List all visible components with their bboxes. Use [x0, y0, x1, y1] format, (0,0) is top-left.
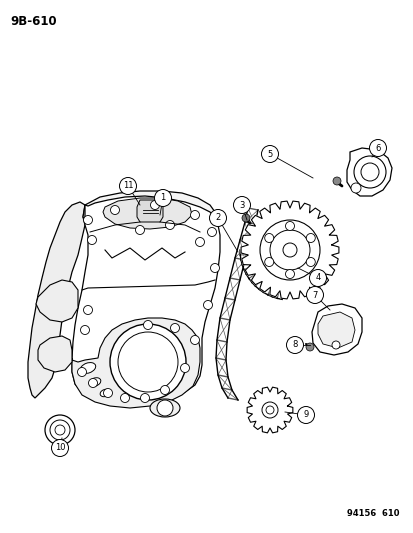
Circle shape	[360, 163, 378, 181]
Polygon shape	[247, 387, 292, 433]
Circle shape	[285, 222, 294, 230]
Circle shape	[286, 336, 303, 353]
Circle shape	[165, 221, 174, 230]
Text: 7: 7	[311, 290, 317, 300]
Circle shape	[264, 233, 273, 243]
Text: 3: 3	[239, 200, 244, 209]
Circle shape	[353, 156, 385, 188]
Circle shape	[77, 367, 86, 376]
Circle shape	[309, 270, 326, 287]
Circle shape	[103, 389, 112, 398]
Circle shape	[88, 378, 97, 387]
Circle shape	[369, 140, 386, 157]
Circle shape	[285, 270, 294, 279]
Text: 4: 4	[315, 273, 320, 282]
Ellipse shape	[150, 399, 180, 417]
Polygon shape	[72, 196, 219, 404]
Circle shape	[110, 324, 185, 400]
Circle shape	[261, 402, 277, 418]
Circle shape	[282, 243, 296, 257]
Circle shape	[259, 220, 319, 280]
Circle shape	[157, 400, 173, 416]
Circle shape	[87, 236, 96, 245]
Circle shape	[305, 343, 313, 351]
Circle shape	[190, 211, 199, 220]
Circle shape	[306, 233, 315, 243]
Circle shape	[45, 415, 75, 445]
Ellipse shape	[100, 389, 109, 397]
Polygon shape	[137, 200, 163, 222]
Text: 9B-610: 9B-610	[10, 15, 57, 28]
Circle shape	[242, 214, 249, 222]
Text: 9: 9	[303, 410, 308, 419]
Circle shape	[207, 228, 216, 237]
Circle shape	[180, 364, 189, 373]
Ellipse shape	[80, 362, 95, 374]
Circle shape	[120, 393, 129, 402]
Circle shape	[269, 230, 309, 270]
Polygon shape	[72, 318, 199, 408]
Polygon shape	[28, 202, 85, 398]
Circle shape	[110, 206, 119, 214]
Circle shape	[306, 287, 323, 303]
Text: 8: 8	[292, 341, 297, 350]
Circle shape	[154, 190, 171, 206]
Polygon shape	[311, 304, 361, 355]
Circle shape	[119, 177, 136, 195]
Text: 2: 2	[215, 214, 220, 222]
Text: 5: 5	[267, 149, 272, 158]
Circle shape	[143, 320, 152, 329]
Circle shape	[51, 440, 68, 456]
Circle shape	[209, 209, 226, 227]
Circle shape	[140, 393, 149, 402]
Circle shape	[135, 225, 144, 235]
Text: 94156  610: 94156 610	[347, 509, 399, 518]
Polygon shape	[240, 201, 338, 299]
Circle shape	[210, 263, 219, 272]
Circle shape	[118, 332, 178, 392]
Text: 1: 1	[160, 193, 165, 203]
Polygon shape	[38, 336, 72, 372]
Circle shape	[306, 257, 315, 266]
Circle shape	[195, 238, 204, 246]
Circle shape	[261, 146, 278, 163]
Circle shape	[160, 385, 169, 394]
Text: 6: 6	[375, 143, 380, 152]
Circle shape	[350, 183, 360, 193]
Circle shape	[190, 335, 199, 344]
Text: 11: 11	[122, 182, 133, 190]
Circle shape	[297, 407, 314, 424]
Polygon shape	[346, 148, 391, 196]
Circle shape	[150, 200, 159, 209]
Polygon shape	[317, 312, 354, 348]
Circle shape	[233, 197, 250, 214]
Circle shape	[170, 324, 179, 333]
Text: 10: 10	[55, 443, 65, 453]
Circle shape	[50, 420, 70, 440]
Circle shape	[80, 326, 89, 335]
Circle shape	[266, 406, 273, 414]
Circle shape	[83, 305, 92, 314]
Circle shape	[264, 257, 273, 266]
Circle shape	[332, 177, 340, 185]
Circle shape	[331, 341, 339, 349]
Polygon shape	[83, 191, 214, 242]
Polygon shape	[103, 198, 192, 229]
Circle shape	[55, 425, 65, 435]
Polygon shape	[36, 280, 78, 322]
Circle shape	[83, 215, 92, 224]
Circle shape	[203, 301, 212, 310]
Ellipse shape	[89, 378, 100, 386]
